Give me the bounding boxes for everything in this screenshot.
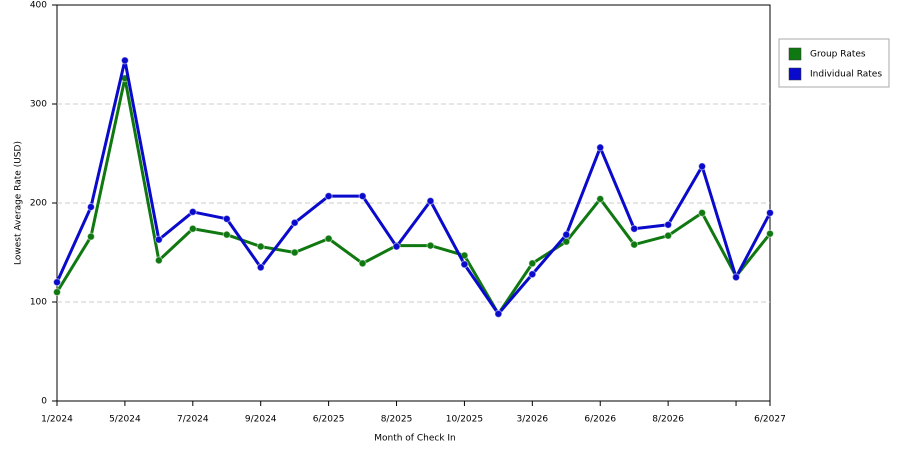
data-point xyxy=(188,224,197,233)
data-point xyxy=(460,260,469,269)
data-point xyxy=(222,214,231,223)
y-tick-label: 200 xyxy=(30,199,47,209)
data-point xyxy=(324,234,333,243)
data-point xyxy=(86,202,95,211)
data-point xyxy=(664,220,673,229)
data-point xyxy=(494,309,503,318)
series-line xyxy=(55,58,772,316)
data-point xyxy=(528,270,537,279)
data-point xyxy=(596,195,605,204)
data-point xyxy=(154,235,163,244)
data-point xyxy=(732,273,741,282)
series-line xyxy=(55,76,772,316)
data-point xyxy=(664,231,673,240)
y-tick-label: 0 xyxy=(41,397,47,407)
data-point xyxy=(528,259,537,268)
data-point xyxy=(630,240,639,249)
x-tick-label: 10/2025 xyxy=(446,415,483,425)
y-tick-label: 300 xyxy=(30,100,47,110)
data-point xyxy=(256,242,265,251)
x-tick-label: 9/2024 xyxy=(245,415,277,425)
data-point xyxy=(358,192,367,201)
data-point xyxy=(766,208,774,217)
data-point xyxy=(120,56,129,65)
data-point xyxy=(188,207,197,216)
data-point xyxy=(256,263,265,272)
data-point xyxy=(53,288,61,297)
x-tick-label: 8/2026 xyxy=(652,415,684,425)
x-tick-label: 6/2027 xyxy=(754,415,786,425)
legend-swatch xyxy=(788,67,802,81)
x-tick-label: 7/2024 xyxy=(177,415,209,425)
y-tick-label: 100 xyxy=(30,298,47,308)
y-tick-label: 400 xyxy=(30,1,47,11)
data-point xyxy=(222,230,231,239)
data-point xyxy=(698,162,707,171)
x-tick-label: 6/2026 xyxy=(584,415,616,425)
legend-label: Individual Rates xyxy=(810,70,882,80)
x-tick-label: 3/2026 xyxy=(516,415,548,425)
data-point xyxy=(426,197,435,206)
data-point xyxy=(562,230,571,239)
data-point xyxy=(290,218,299,227)
data-point xyxy=(86,232,95,241)
data-point xyxy=(698,208,707,217)
legend-label: Group Rates xyxy=(810,50,866,60)
x-tick-label: 6/2025 xyxy=(313,415,345,425)
y-axis-title: Lowest Average Rate (USD) xyxy=(14,141,24,265)
x-axis-title: Month of Check In xyxy=(374,434,456,444)
legend-swatch xyxy=(788,47,802,61)
data-point xyxy=(596,143,605,152)
data-point xyxy=(358,259,367,268)
x-tick-label: 1/2024 xyxy=(41,415,73,425)
data-point xyxy=(392,242,401,251)
data-point xyxy=(290,248,299,257)
data-point xyxy=(426,241,435,250)
data-point xyxy=(53,278,61,287)
data-point xyxy=(324,192,333,201)
x-tick-label: 5/2024 xyxy=(109,415,141,425)
data-point xyxy=(154,256,163,265)
data-point xyxy=(630,224,639,233)
data-point xyxy=(766,229,774,238)
x-tick-label: 8/2025 xyxy=(381,415,413,425)
